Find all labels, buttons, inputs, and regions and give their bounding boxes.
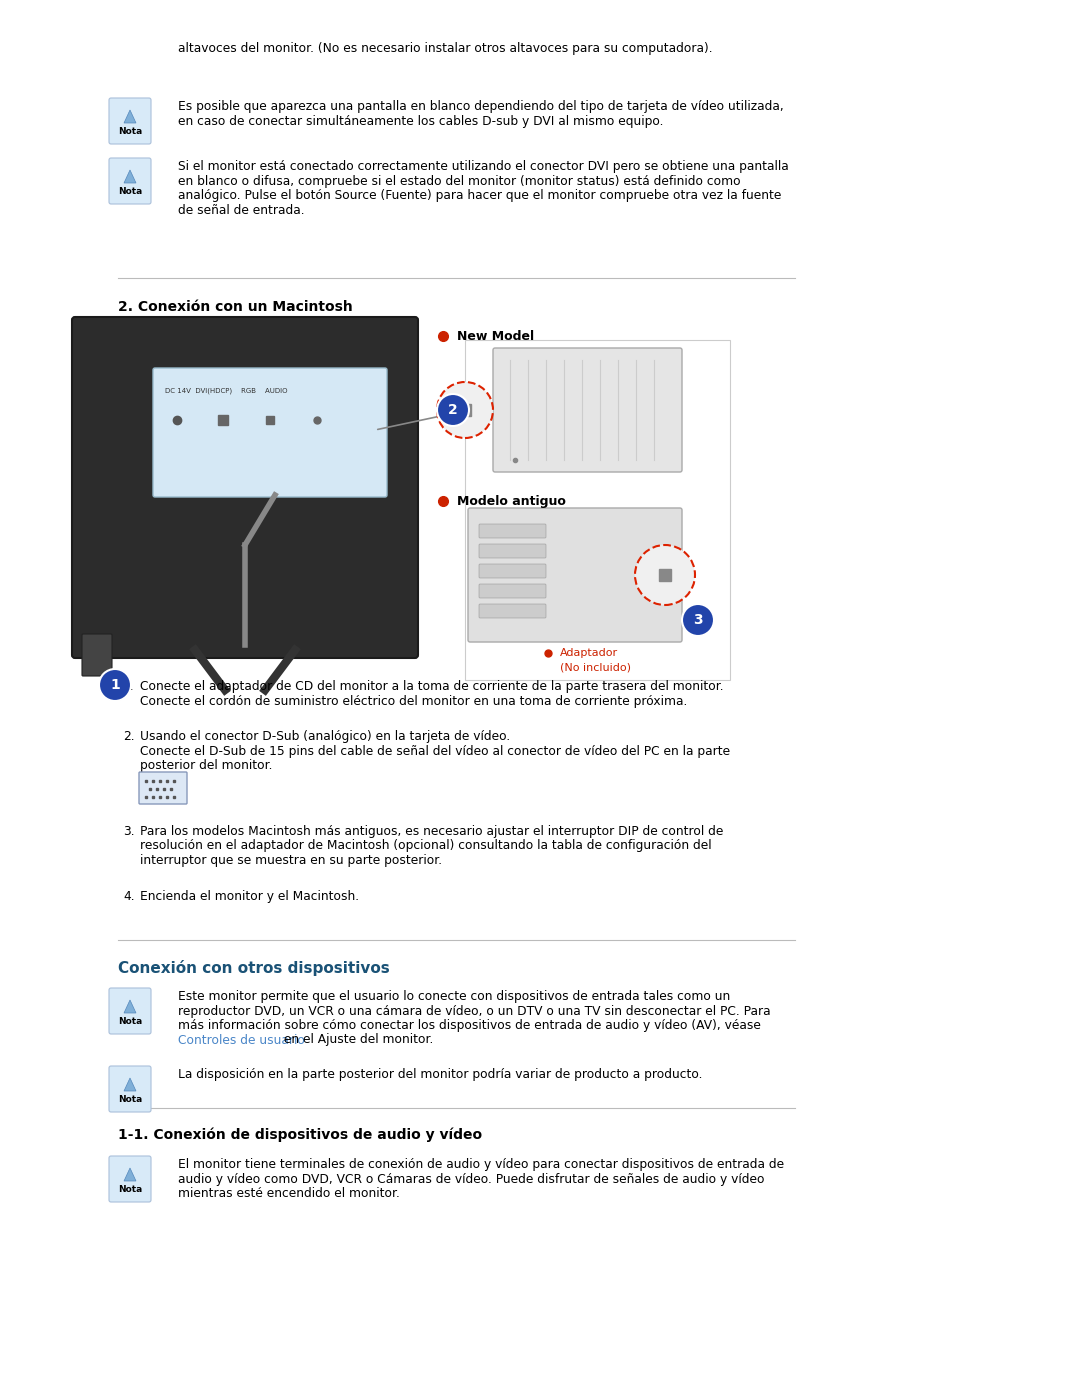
FancyBboxPatch shape [480, 584, 546, 598]
Text: Controles de usuario: Controles de usuario [178, 1034, 305, 1046]
Text: 2.: 2. [123, 731, 135, 743]
Text: analógico. Pulse el botón Source (Fuente) para hacer que el monitor compruebe ot: analógico. Pulse el botón Source (Fuente… [178, 189, 781, 203]
FancyBboxPatch shape [82, 634, 112, 676]
Text: de señal de entrada.: de señal de entrada. [178, 204, 305, 217]
FancyBboxPatch shape [109, 1155, 151, 1201]
Text: La disposición en la parte posterior del monitor podría variar de producto a pro: La disposición en la parte posterior del… [178, 1067, 702, 1081]
Circle shape [635, 545, 696, 605]
Text: en el Ajuste del monitor.: en el Ajuste del monitor. [280, 1034, 433, 1046]
Text: reproductor DVD, un VCR o una cámara de vídeo, o un DTV o una TV sin desconectar: reproductor DVD, un VCR o una cámara de … [178, 1004, 771, 1017]
Text: 1: 1 [110, 678, 120, 692]
Text: Conecte el D-Sub de 15 pins del cable de señal del vídeo al conector de vídeo de: Conecte el D-Sub de 15 pins del cable de… [140, 745, 730, 757]
FancyBboxPatch shape [153, 367, 387, 497]
FancyBboxPatch shape [480, 524, 546, 538]
Circle shape [437, 381, 492, 439]
Text: interruptor que se muestra en su parte posterior.: interruptor que se muestra en su parte p… [140, 854, 442, 868]
Text: DC 14V  DVI(HDCP)    RGB    AUDIO: DC 14V DVI(HDCP) RGB AUDIO [165, 388, 287, 394]
Text: Conecte el cordón de suministro eléctrico del monitor en una toma de corriente p: Conecte el cordón de suministro eléctric… [140, 694, 687, 707]
Text: Es posible que aparezca una pantalla en blanco dependiendo del tipo de tarjeta d: Es posible que aparezca una pantalla en … [178, 101, 784, 113]
Text: 1-1. Conexión de dispositivos de audio y vídeo: 1-1. Conexión de dispositivos de audio y… [118, 1127, 482, 1143]
Circle shape [437, 394, 469, 426]
Text: 2: 2 [448, 402, 458, 416]
FancyBboxPatch shape [139, 773, 187, 805]
FancyBboxPatch shape [468, 509, 681, 643]
Text: en caso de conectar simultáneamente los cables D-sub y DVI al mismo equipo.: en caso de conectar simultáneamente los … [178, 115, 663, 127]
Text: 1.: 1. [123, 680, 135, 693]
Text: Nota: Nota [118, 1095, 143, 1105]
Text: altavoces del monitor. (No es necesario instalar otros altavoces para su computa: altavoces del monitor. (No es necesario … [178, 42, 713, 54]
FancyBboxPatch shape [109, 98, 151, 144]
FancyBboxPatch shape [480, 564, 546, 578]
Polygon shape [124, 110, 136, 123]
Text: Para los modelos Macintosh más antiguos, es necesario ajustar el interruptor DIP: Para los modelos Macintosh más antiguos,… [140, 826, 724, 838]
Text: audio y vídeo como DVD, VCR o Cámaras de vídeo. Puede disfrutar de señales de au: audio y vídeo como DVD, VCR o Cámaras de… [178, 1172, 765, 1186]
Text: 2. Conexión con un Macintosh: 2. Conexión con un Macintosh [118, 300, 353, 314]
Polygon shape [124, 170, 136, 183]
Polygon shape [124, 1078, 136, 1091]
Text: Este monitor permite que el usuario lo conecte con dispositivos de entrada tales: Este monitor permite que el usuario lo c… [178, 990, 730, 1003]
FancyBboxPatch shape [109, 1066, 151, 1112]
Polygon shape [124, 1168, 136, 1180]
FancyBboxPatch shape [480, 604, 546, 617]
Circle shape [99, 669, 131, 701]
Text: Encienda el monitor y el Macintosh.: Encienda el monitor y el Macintosh. [140, 890, 360, 902]
Text: Usando el conector D-Sub (analógico) en la tarjeta de vídeo.: Usando el conector D-Sub (analógico) en … [140, 731, 510, 743]
Text: Si el monitor está conectado correctamente utilizando el conector DVI pero se ob: Si el monitor está conectado correctamen… [178, 161, 788, 173]
Text: El monitor tiene terminales de conexión de audio y vídeo para conectar dispositi: El monitor tiene terminales de conexión … [178, 1158, 784, 1171]
FancyBboxPatch shape [492, 348, 681, 472]
FancyBboxPatch shape [109, 158, 151, 204]
Text: 3: 3 [693, 613, 703, 627]
Text: Nota: Nota [118, 127, 143, 137]
Text: (No incluido): (No incluido) [561, 664, 631, 673]
Text: 3.: 3. [123, 826, 135, 838]
Text: en blanco o difusa, compruebe si el estado del monitor (monitor status) está def: en blanco o difusa, compruebe si el esta… [178, 175, 741, 187]
Text: mientras esté encendido el monitor.: mientras esté encendido el monitor. [178, 1187, 400, 1200]
Text: Adaptador: Adaptador [561, 648, 618, 658]
FancyBboxPatch shape [480, 543, 546, 557]
Text: posterior del monitor.: posterior del monitor. [140, 759, 272, 773]
Text: New Model: New Model [457, 330, 535, 342]
Text: Nota: Nota [118, 1186, 143, 1194]
Circle shape [681, 604, 714, 636]
Polygon shape [124, 1000, 136, 1013]
Text: más información sobre cómo conectar los dispositivos de entrada de audio y vídeo: más información sobre cómo conectar los … [178, 1018, 761, 1032]
FancyBboxPatch shape [72, 317, 418, 658]
Text: resolución en el adaptador de Macintosh (opcional) consultando la tabla de confi: resolución en el adaptador de Macintosh … [140, 840, 712, 852]
FancyBboxPatch shape [109, 988, 151, 1034]
Text: Conexión con otros dispositivos: Conexión con otros dispositivos [118, 960, 390, 977]
Text: Conecte el adaptador de CD del monitor a la toma de corriente de la parte traser: Conecte el adaptador de CD del monitor a… [140, 680, 724, 693]
Text: 4.: 4. [123, 890, 135, 902]
Text: Nota: Nota [118, 1017, 143, 1027]
Text: Modelo antiguo: Modelo antiguo [457, 495, 566, 507]
Text: Nota: Nota [118, 187, 143, 197]
